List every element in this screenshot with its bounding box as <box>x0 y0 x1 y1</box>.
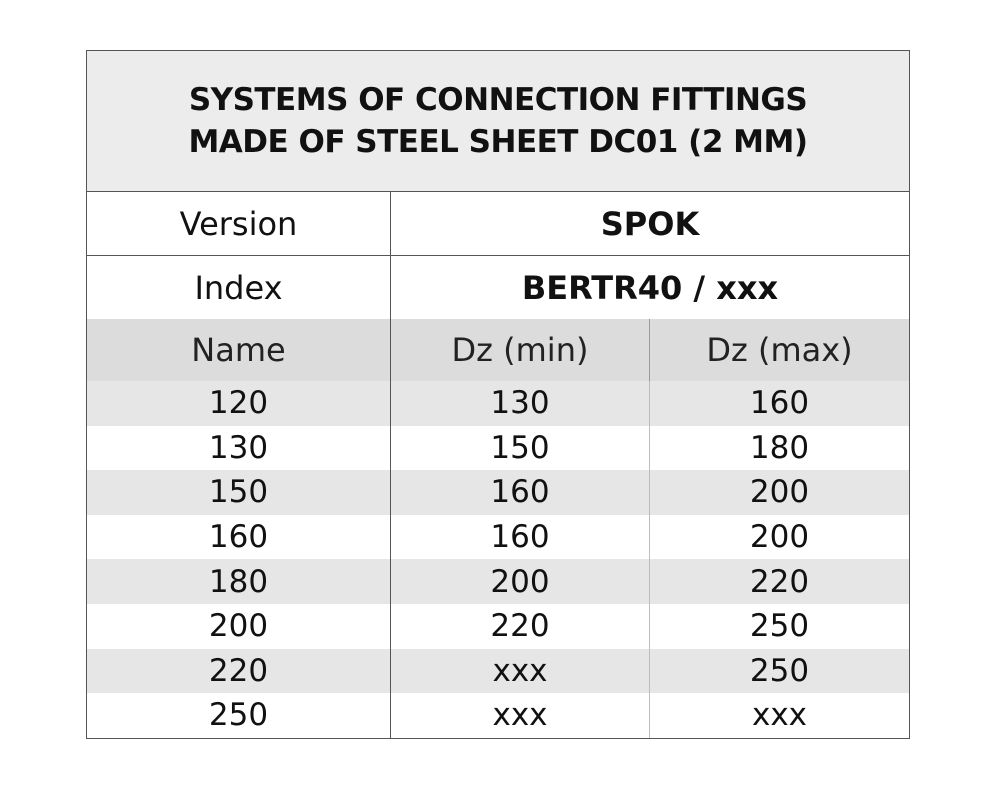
dz-min-cell: 160 <box>391 470 650 515</box>
column-header-row: Name Dz (min) Dz (max) <box>87 319 909 381</box>
dz-max-cell: 220 <box>749 563 810 600</box>
dz-max-cell: 250 <box>749 608 810 645</box>
dz-max-cell: 160 <box>749 385 810 422</box>
name-cell: 220 <box>87 648 391 694</box>
dz-max-cell: 180 <box>749 429 810 466</box>
table-row: 250 xxx xxx <box>87 693 909 738</box>
fittings-table: SYSTEMS OF CONNECTION FITTINGS MADE OF S… <box>86 50 910 739</box>
name-cell: 130 <box>87 425 391 471</box>
name-cell: 200 <box>87 604 391 649</box>
dz-min-cell: 130 <box>391 381 650 426</box>
dz-max-cell: 250 <box>749 652 810 689</box>
name-cell: 160 <box>87 514 391 560</box>
column-header-name: Name <box>87 319 391 381</box>
version-value: SPOK <box>600 204 700 243</box>
dz-min-cell: xxx <box>391 648 650 694</box>
name-cell: 150 <box>87 470 391 515</box>
name-cell: 180 <box>87 559 391 604</box>
table-row: 130 150 180 <box>87 425 909 471</box>
version-row: Version SPOK <box>87 192 909 256</box>
column-header-dz-min: Dz (min) <box>391 319 650 381</box>
table-row: 180 200 220 <box>87 559 909 604</box>
dz-min-cell: xxx <box>391 693 650 738</box>
dz-min-cell: 220 <box>391 604 650 649</box>
index-label: Index <box>87 256 391 320</box>
index-row: Index BERTR40 / xxx <box>87 256 909 320</box>
table-row: 200 220 250 <box>87 604 909 649</box>
column-header-dz-max: Dz (max) <box>706 331 853 369</box>
table-title: SYSTEMS OF CONNECTION FITTINGS MADE OF S… <box>87 51 909 192</box>
dz-max-cell: 200 <box>749 519 810 556</box>
table-row: 160 160 200 <box>87 514 909 560</box>
dz-min-cell: 160 <box>391 514 650 560</box>
dz-min-cell: 150 <box>391 425 650 471</box>
table-title-line-1: SYSTEMS OF CONNECTION FITTINGS <box>188 82 808 118</box>
table-title-line-2: MADE OF STEEL SHEET DC01 (2 MM) <box>188 124 808 160</box>
dz-min-cell: 200 <box>391 559 650 604</box>
dz-max-cell: xxx <box>751 697 808 734</box>
table-row: 120 130 160 <box>87 381 909 426</box>
version-label: Version <box>87 192 391 255</box>
table-row: 150 160 200 <box>87 470 909 515</box>
table-row: 220 xxx 250 <box>87 648 909 694</box>
index-value: BERTR40 / xxx <box>521 269 779 307</box>
name-cell: 120 <box>87 381 391 426</box>
dz-max-cell: 200 <box>749 474 810 511</box>
name-cell: 250 <box>87 693 391 738</box>
